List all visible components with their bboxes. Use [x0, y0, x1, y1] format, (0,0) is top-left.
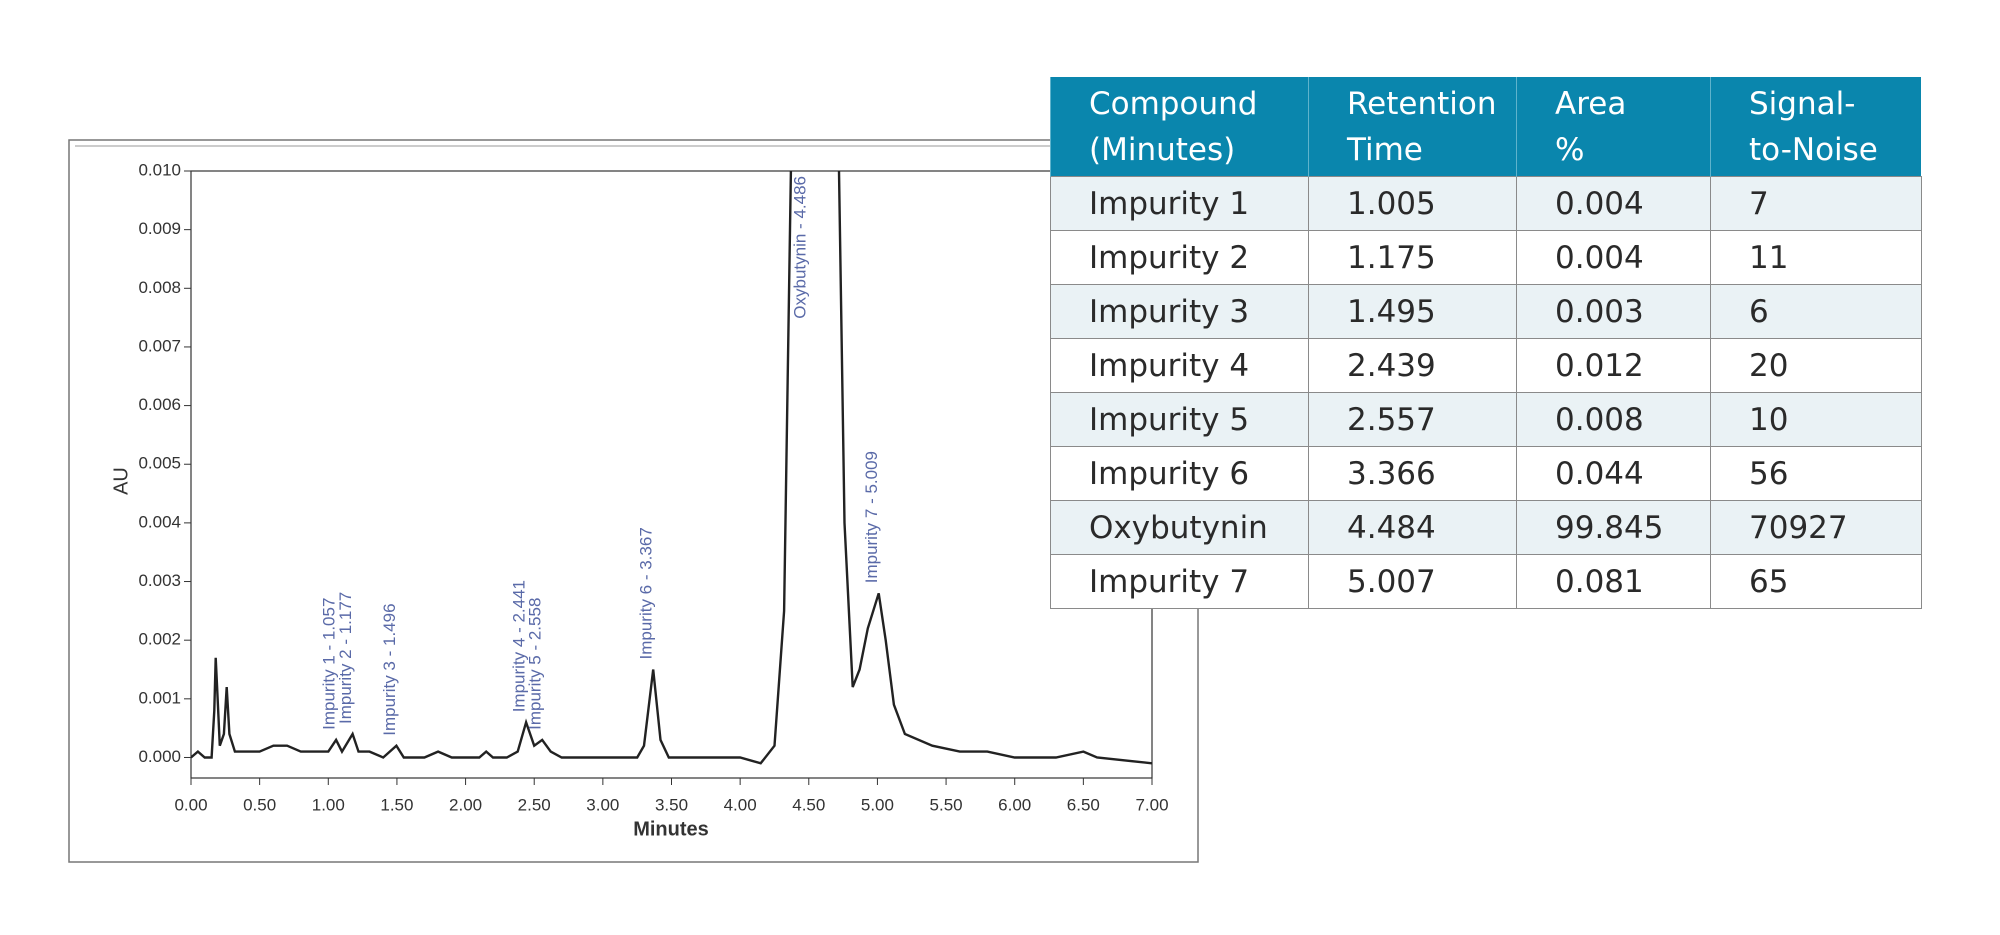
- y-tick-label: 0.010: [138, 160, 181, 179]
- x-tick-label: 1.00: [312, 795, 345, 814]
- table-cell: Impurity 6: [1050, 446, 1309, 501]
- y-tick-label: 0.003: [138, 571, 181, 590]
- peak-label: Impurity 2 - 1.177: [336, 592, 355, 724]
- results-table: Compound (Minutes) Retention Time Area % Si…: [1050, 77, 1922, 609]
- table-row: Impurity 7 5.007 0.081 65: [1050, 554, 1922, 609]
- table-cell: Impurity 7: [1050, 554, 1309, 609]
- y-tick-label: 0.006: [138, 395, 181, 414]
- peak-label: Oxybutynin - 4.486: [790, 176, 809, 319]
- x-tick-label: 3.50: [655, 795, 688, 814]
- table-cell: Impurity 1: [1050, 176, 1309, 231]
- peak-label: Impurity 6 - 3.367: [637, 527, 656, 659]
- peak-label: Impurity 7 - 5.009: [862, 451, 881, 583]
- x-axis-label: Minutes: [633, 818, 709, 840]
- y-tick-label: 0.005: [138, 454, 181, 473]
- x-tick-label: 6.50: [1067, 795, 1100, 814]
- x-tick-label: 5.50: [930, 795, 963, 814]
- table-cell: 1.175: [1308, 230, 1517, 285]
- table-row: Impurity 4 2.439 0.012 20: [1050, 338, 1922, 393]
- peak-label: Impurity 3 - 1.496: [380, 603, 399, 735]
- table-cell: 6: [1710, 284, 1922, 339]
- x-tick-label: 5.00: [861, 795, 894, 814]
- header-cell: Signal- to-Noise: [1710, 77, 1921, 177]
- table-cell: 0.012: [1516, 338, 1711, 393]
- x-tick-label: 4.50: [792, 795, 825, 814]
- table-cell: 1.495: [1308, 284, 1517, 339]
- table-body: Impurity 1 1.005 0.004 7 Impurity 2 1.175 0.00…: [1050, 176, 1922, 609]
- table-row: Impurity 1 1.005 0.004 7: [1050, 176, 1922, 231]
- table-row: Impurity 6 3.366 0.044 56: [1050, 446, 1922, 501]
- table-cell: 0.008: [1516, 392, 1711, 447]
- table-cell: 1.005: [1308, 176, 1517, 231]
- y-tick-label: 0.000: [138, 747, 181, 766]
- table-cell: Impurity 4: [1050, 338, 1309, 393]
- y-tick-label: 0.009: [138, 219, 181, 238]
- table-cell: 0.003: [1516, 284, 1711, 339]
- trace: [191, 171, 1152, 765]
- table-cell: Impurity 2: [1050, 230, 1309, 285]
- table-cell: 70927: [1710, 500, 1922, 555]
- x-tick-label: 4.00: [724, 795, 757, 814]
- table-cell: 4.484: [1308, 500, 1517, 555]
- table-cell: 3.366: [1308, 446, 1517, 501]
- y-tick-label: 0.008: [138, 278, 181, 297]
- header-cell: Retention Time: [1308, 77, 1517, 177]
- table-cell: 11: [1710, 230, 1922, 285]
- y-axis-label: AU: [110, 467, 132, 495]
- chart-frame: [68, 139, 1199, 863]
- table-cell: 56: [1710, 446, 1922, 501]
- table-cell: Oxybutynin: [1050, 500, 1309, 555]
- header-cell: Area %: [1516, 77, 1711, 177]
- table-row: Oxybutynin 4.484 99.845 70927: [1050, 500, 1922, 555]
- table-cell: 2.439: [1308, 338, 1517, 393]
- table-cell: Impurity 3: [1050, 284, 1309, 339]
- x-tick-label: 3.00: [586, 795, 619, 814]
- table-cell: Impurity 5: [1050, 392, 1309, 447]
- y-tick-label: 0.007: [138, 336, 181, 355]
- x-tick-label: 2.00: [449, 795, 482, 814]
- table-cell: 99.845: [1516, 500, 1711, 555]
- table-cell: 0.081: [1516, 554, 1711, 609]
- peak-label: Impurity 1 - 1.057: [320, 598, 339, 730]
- table-row: Impurity 5 2.557 0.008 10: [1050, 392, 1922, 447]
- x-tick-label: 7.00: [1135, 795, 1168, 814]
- x-tick-label: 6.00: [998, 795, 1031, 814]
- header-cell: Compound (Minutes): [1050, 77, 1309, 177]
- header-row: Compound (Minutes) Retention Time Area % Si…: [1050, 77, 1921, 177]
- table-row: Impurity 2 1.175 0.004 11: [1050, 230, 1922, 285]
- x-tick-label: 2.50: [518, 795, 551, 814]
- table-cell: 0.004: [1516, 230, 1711, 285]
- table-cell: 0.044: [1516, 446, 1711, 501]
- table-cell: 5.007: [1308, 554, 1517, 609]
- table-cell: 65: [1710, 554, 1922, 609]
- table-cell: 10: [1710, 392, 1922, 447]
- peak-label: Impurity 4 - 2.441: [510, 580, 529, 712]
- table-cell: 2.557: [1308, 392, 1517, 447]
- x-tick-label: 1.50: [380, 795, 413, 814]
- table-cell: 20: [1710, 338, 1922, 393]
- peak-label: Impurity 5 - 2.558: [526, 598, 545, 730]
- y-tick-label: 0.004: [138, 512, 181, 531]
- table-row: Impurity 3 1.495 0.003 6: [1050, 284, 1922, 339]
- table-cell: 0.004: [1516, 176, 1711, 231]
- x-tick-label: 0.00: [174, 795, 207, 814]
- table-cell: 7: [1710, 176, 1922, 231]
- y-tick-label: 0.002: [138, 630, 181, 649]
- x-tick-label: 0.50: [243, 795, 276, 814]
- y-tick-label: 0.001: [138, 688, 181, 707]
